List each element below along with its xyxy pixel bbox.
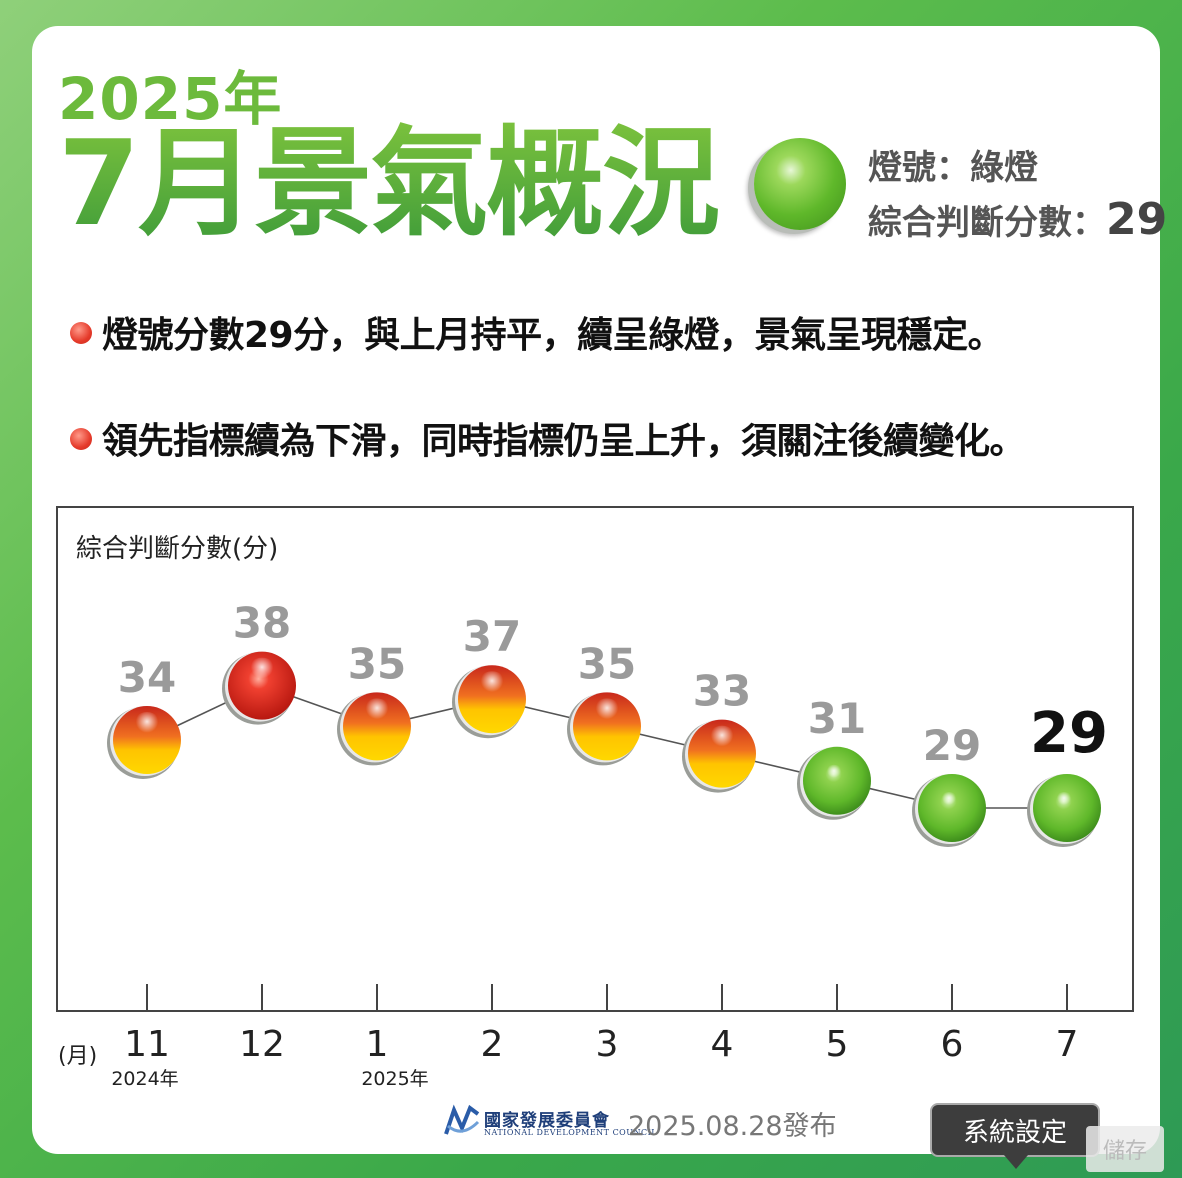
data-label: 35 [348, 639, 406, 688]
data-label: 38 [233, 599, 291, 648]
light-shine [246, 657, 278, 690]
x-tick-label: 12 [239, 1024, 285, 1065]
x-tick-label: 4 [711, 1024, 734, 1065]
data-label: 35 [578, 639, 636, 688]
summary-bullet-1: 燈號分數29分，與上月持平，續呈綠燈，景氣呈現穩定。 [70, 306, 1004, 358]
data-label: 29 [1030, 701, 1108, 766]
data-label: 31 [808, 694, 866, 743]
x-tick-label: 7 [1056, 1024, 1079, 1065]
x-tick-label: 2 [481, 1024, 504, 1065]
x-tick-label: 11 [124, 1024, 170, 1065]
summary-bullet-2-text: 領先指標續為下滑，同時指標仍呈上升，須關注後續變化。 [102, 421, 1026, 462]
summary-bullet-1-text: 燈號分數29分，與上月持平，續呈綠燈，景氣呈現穩定。 [102, 315, 1004, 356]
release-date: 2025.08.28發布 [628, 1111, 837, 1142]
tooltip-tail [1004, 1155, 1028, 1169]
org-name-cn: 國家發展委員會 [484, 1111, 610, 1131]
report-year: 2025年 [58, 65, 283, 133]
light-shine [361, 698, 393, 731]
composite-score-value: 29 [1106, 194, 1168, 245]
x-axis-unit-label: (月) [58, 1044, 97, 1069]
ndc-logo-icon [444, 1104, 480, 1135]
light-shine [1054, 792, 1074, 812]
light-shine [131, 712, 163, 744]
red-bullet-icon [70, 428, 92, 450]
data-label: 37 [463, 612, 521, 661]
org-name-en: NATIONAL DEVELOPMENT COUNCIL [484, 1128, 658, 1137]
save-button[interactable]: 儲存 [1086, 1126, 1164, 1172]
page-title: 7月景氣概況 [58, 114, 720, 252]
light-shine [706, 725, 738, 758]
year-note: 2025年 [361, 1068, 428, 1090]
light-shine [824, 764, 844, 785]
summary-bullet-2: 領先指標續為下滑，同時指標仍呈上升，須關注後續變化。 [70, 412, 1026, 464]
light-status: 燈號：綠燈 [868, 148, 1038, 188]
data-label: 33 [693, 667, 751, 716]
system-settings-tooltip[interactable]: 系統設定 [930, 1103, 1100, 1157]
composite-score: 綜合判斷分數：29 [868, 194, 1167, 245]
light-shine [476, 671, 508, 704]
light-shine [591, 698, 623, 731]
chart-y-axis-label: 綜合判斷分數(分) [76, 534, 279, 564]
data-label: 34 [118, 653, 176, 702]
year-note: 2024年 [111, 1068, 178, 1090]
x-tick-label: 6 [941, 1024, 964, 1065]
red-bullet-icon [70, 322, 92, 344]
green-light-icon [754, 138, 846, 230]
x-tick-label: 3 [596, 1024, 619, 1065]
data-label: 29 [923, 721, 981, 770]
x-tick-label: 1 [366, 1024, 389, 1065]
composite-score-label: 綜合判斷分數： [868, 203, 1106, 243]
x-tick-label: 5 [826, 1024, 849, 1065]
light-shine [939, 792, 959, 812]
